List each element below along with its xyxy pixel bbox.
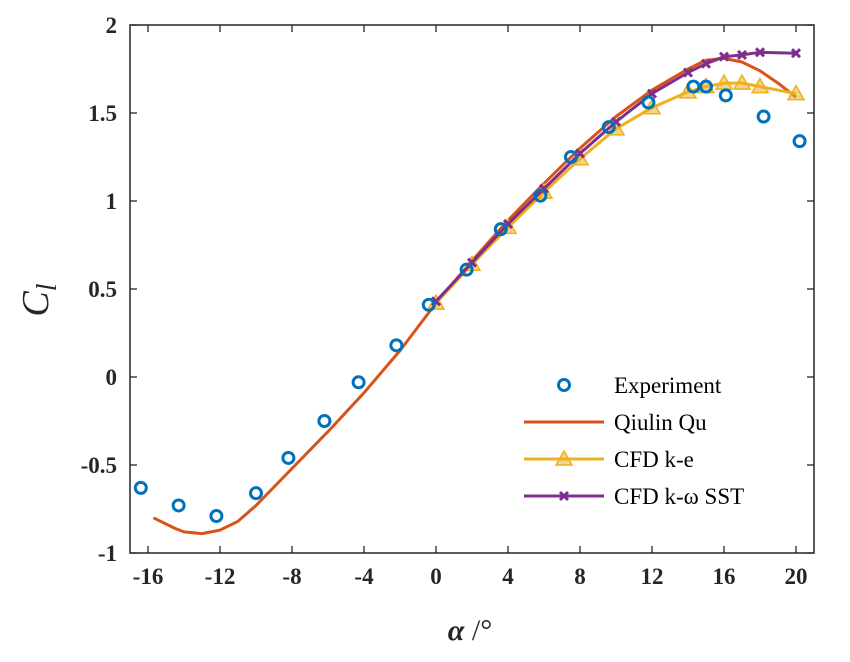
axes-frame — [129, 24, 815, 554]
series-experiment — [133, 79, 807, 524]
y-axis-label: Cl — [15, 283, 63, 316]
data-point — [133, 480, 148, 495]
data-point — [700, 58, 712, 69]
data-point — [209, 509, 224, 524]
x-tick-label: 0 — [430, 564, 442, 589]
data-point — [686, 79, 701, 94]
x-tick-label: 16 — [713, 564, 736, 589]
data-point — [732, 73, 752, 90]
data-point — [756, 109, 771, 124]
data-point — [317, 414, 332, 428]
legend-label: CFD k-ω SST — [614, 484, 744, 509]
x-tick-label: 20 — [785, 564, 808, 589]
legend-item: Qiulin Qu — [524, 410, 707, 435]
legend-label: Experiment — [614, 373, 722, 398]
data-point — [754, 47, 766, 58]
data-point — [564, 150, 578, 164]
x-axis-label: α /° — [448, 614, 492, 647]
x-tick-label: 4 — [502, 564, 514, 589]
x-tick-label: -16 — [133, 564, 164, 589]
y-tick-label: 0.5 — [88, 277, 117, 302]
legend-item: CFD k-e — [524, 447, 694, 472]
x-tick-label: 8 — [574, 564, 586, 589]
data-point — [699, 79, 713, 94]
plot-area: -16 -12 -8 -4 0 4 8 12 16 20 -1 -0.5 0 0.5 1 1.5 2 Experi… — [81, 13, 815, 589]
data-point — [786, 84, 806, 101]
x-tick-label: -4 — [354, 564, 374, 589]
legend-item: Experiment — [557, 373, 722, 398]
data-point — [790, 48, 802, 59]
data-point — [249, 486, 263, 501]
data-point — [351, 375, 366, 390]
data-point — [459, 262, 474, 277]
data-point — [682, 67, 694, 78]
data-point — [750, 77, 770, 94]
legend-marker — [558, 490, 570, 502]
y-tick-label: 2 — [106, 13, 118, 38]
x-tick-label: -12 — [205, 564, 236, 589]
series-qiulin-qu — [152, 56, 797, 536]
y-tick-label: -1 — [98, 541, 117, 566]
series-cfd-k-sst — [430, 47, 802, 307]
legend-marker — [554, 449, 574, 466]
data-point — [718, 88, 733, 103]
legend-item: CFD k-ω SST — [524, 484, 744, 509]
data-point — [421, 297, 436, 312]
x-tick-label: 12 — [641, 564, 664, 589]
legend-label: CFD k-e — [614, 447, 694, 472]
data-point — [171, 498, 186, 513]
legend-marker — [557, 378, 571, 392]
y-tick-label: -0.5 — [81, 453, 117, 478]
data-point — [533, 188, 548, 203]
data-point — [601, 120, 616, 135]
legend: Experiment Qiulin Qu CFD k-e CFD k-ω SST — [524, 373, 744, 509]
series-cfd-k-e — [426, 73, 806, 310]
y-tick-label: 0 — [106, 365, 118, 390]
data-point — [281, 450, 296, 465]
data-point — [389, 338, 404, 353]
data-point — [792, 134, 807, 149]
y-tick-label: 1.5 — [88, 101, 117, 126]
data-point — [718, 51, 730, 62]
legend-label: Qiulin Qu — [614, 410, 707, 435]
y-tick-label: 1 — [106, 189, 118, 214]
data-point — [641, 95, 656, 110]
series-line — [152, 56, 797, 536]
x-tick-label: -8 — [282, 564, 301, 589]
data-point — [493, 222, 508, 237]
data-point — [736, 49, 748, 60]
